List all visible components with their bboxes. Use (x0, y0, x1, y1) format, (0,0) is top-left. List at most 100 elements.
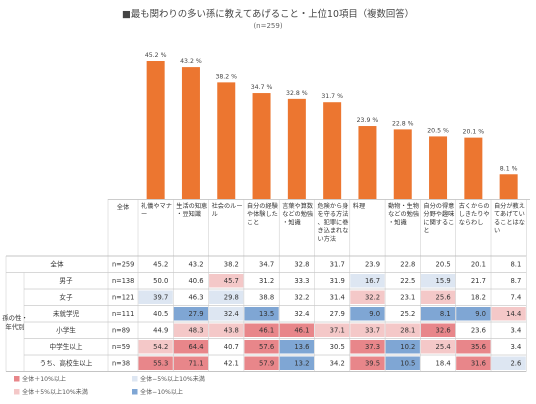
table-cell: 33.7 (365, 327, 380, 335)
category-label: ならわし (459, 219, 484, 226)
row-n: n=59 (112, 343, 130, 351)
bar (499, 174, 518, 199)
highlight-cell (385, 340, 420, 354)
row-n: n=121 (112, 294, 134, 302)
table-cell: 8.1 (510, 261, 521, 269)
category-label: 自分が教え (494, 202, 525, 210)
highlight-cell (279, 340, 314, 354)
legend-swatch (132, 389, 138, 395)
highlight-cell (420, 274, 456, 288)
category-label: 料理 (353, 202, 365, 210)
highlight-cell (350, 340, 385, 354)
table-cell: 43.8 (224, 327, 239, 335)
legend-label: 全体−10%以上 (140, 388, 183, 396)
table-cell: 7.4 (510, 294, 521, 302)
legend-label: 全体−5%以上10%未満 (140, 375, 205, 383)
highlight-cell (244, 340, 279, 354)
bar-value-label: 38.2 % (215, 73, 237, 80)
highlight-cell (209, 323, 244, 337)
highlight-cell (244, 323, 279, 337)
highlight-cell (420, 340, 456, 354)
legend-swatch (132, 376, 138, 382)
bar (323, 102, 342, 199)
highlight-cell (173, 356, 209, 370)
table-cell: 42.1 (224, 360, 239, 368)
table-cell: 39.5 (365, 360, 380, 368)
table-cell: 18.4 (436, 360, 451, 368)
bar (217, 82, 236, 199)
table-cell: 16.7 (365, 277, 380, 285)
bar-value-label: 20.1 % (463, 129, 485, 136)
category-label: ー (141, 211, 147, 218)
table-cell: 29.8 (224, 294, 239, 302)
legend-label: 全体＋10%以上 (22, 375, 66, 383)
highlight-cell (350, 307, 385, 321)
chart-title: ■最も関わりの多い孫に教えてあげること・上位10項目（複数回答） (122, 9, 414, 20)
table-cell: 33.3 (294, 277, 309, 285)
highlight-cell (420, 290, 456, 304)
category-label: 自分の得意 (423, 202, 454, 210)
legend-swatch (14, 376, 20, 382)
table-cell: 46.3 (188, 294, 203, 302)
category-label: などの勉強 (388, 210, 419, 218)
table-cell: 23.9 (365, 261, 380, 269)
table-cell: 14.4 (506, 310, 521, 318)
category-label: 言葉や算数 (282, 202, 314, 210)
category-label: 動物・生物 (388, 202, 419, 210)
table-cell: 10.5 (400, 360, 415, 368)
highlight-cell (138, 340, 173, 354)
table-cell: 45.7 (224, 277, 239, 285)
highlight-cell (385, 356, 420, 370)
highlight-cell (420, 307, 456, 321)
highlight-cell (173, 340, 209, 354)
bar (287, 98, 306, 199)
table-cell: 18.2 (471, 294, 486, 302)
highlight-cell (209, 290, 244, 304)
row-label: 小学生 (56, 326, 76, 335)
highlight-cell (350, 290, 385, 304)
table-cell: 35.6 (471, 343, 486, 351)
table-cell: 25.4 (436, 343, 451, 351)
table-cell: 20.1 (471, 261, 486, 269)
table-cell: 25.2 (400, 310, 415, 318)
row-label: うち、高校生以上 (40, 359, 93, 368)
table-cell: 38.8 (259, 294, 274, 302)
highlight-cell (456, 340, 491, 354)
table-cell: 38.2 (224, 261, 239, 269)
category-label: 危険から身 (318, 202, 349, 210)
bar-value-label: 32.8 % (286, 90, 308, 97)
table-cell: 57.6 (259, 343, 274, 351)
highlight-cell (138, 356, 173, 370)
table-cell: 9.0 (475, 310, 486, 318)
category-label: しきたりや (459, 210, 490, 218)
legend-label: 全体＋5%以上10%未満 (22, 388, 88, 396)
table-cell: 31.7 (330, 261, 345, 269)
category-label: と (423, 228, 429, 235)
category-label: を守る方法 (318, 210, 349, 218)
highlight-cell (350, 356, 385, 370)
table-cell: 40.7 (224, 343, 239, 351)
table-cell: 44.9 (153, 327, 168, 335)
category-label: などの勉強 (282, 210, 313, 218)
category-label: ・豆知識 (176, 210, 201, 218)
row-n: n=111 (112, 310, 134, 318)
highlight-cell (244, 307, 279, 321)
category-label: ・知識 (388, 218, 407, 226)
highlight-cell (209, 274, 244, 288)
category-label: ・知識 (282, 218, 301, 226)
bar-value-label: 34.7 % (251, 84, 273, 91)
row-n: n=89 (112, 327, 130, 335)
table-cell: 9.0 (369, 310, 380, 318)
highlight-cell (244, 356, 279, 370)
table-cell: 15.9 (436, 277, 451, 285)
table-cell: 31.4 (330, 294, 345, 302)
table-cell: 31.2 (259, 277, 274, 285)
table-cell: 23.6 (471, 327, 486, 335)
bar (146, 61, 165, 199)
table-cell: 32.4 (294, 310, 309, 318)
bar-value-label: 43.2 % (180, 58, 202, 65)
category-label: や体験した (247, 210, 278, 218)
category-label: てあげてい (494, 210, 525, 218)
table-cell: 57.9 (259, 360, 274, 368)
table-cell: 23.1 (400, 294, 415, 302)
